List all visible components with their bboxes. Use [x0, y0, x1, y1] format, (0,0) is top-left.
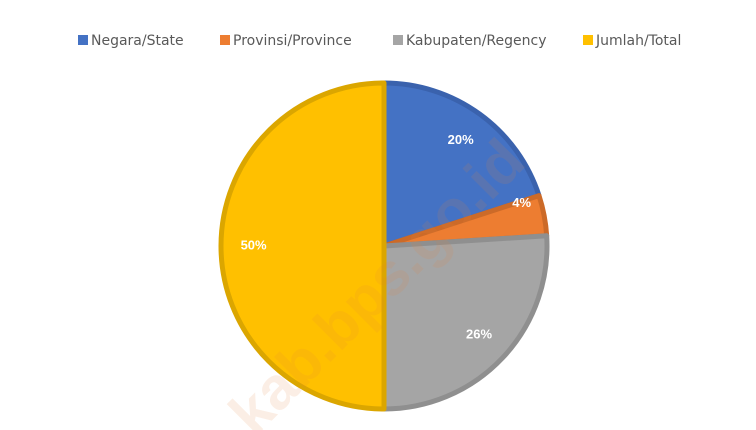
- data-label: 4%: [512, 195, 531, 210]
- legend-label: Jumlah/Total: [595, 33, 681, 49]
- data-label: 20%: [448, 132, 474, 147]
- legend-label: Provinsi/Province: [233, 33, 352, 49]
- legend-label: Kabupaten/Regency: [406, 33, 547, 49]
- legend-swatch: [393, 35, 403, 45]
- legend-label: Negara/State: [91, 33, 184, 49]
- pie-slice: [381, 80, 542, 249]
- pie-slice: [218, 80, 387, 412]
- data-label: 50%: [241, 237, 267, 252]
- pie-slice: [381, 233, 550, 412]
- legend-swatch: [78, 35, 88, 45]
- legend-swatch: [583, 35, 593, 45]
- legend-swatch: [220, 35, 230, 45]
- data-label: 26%: [466, 327, 492, 342]
